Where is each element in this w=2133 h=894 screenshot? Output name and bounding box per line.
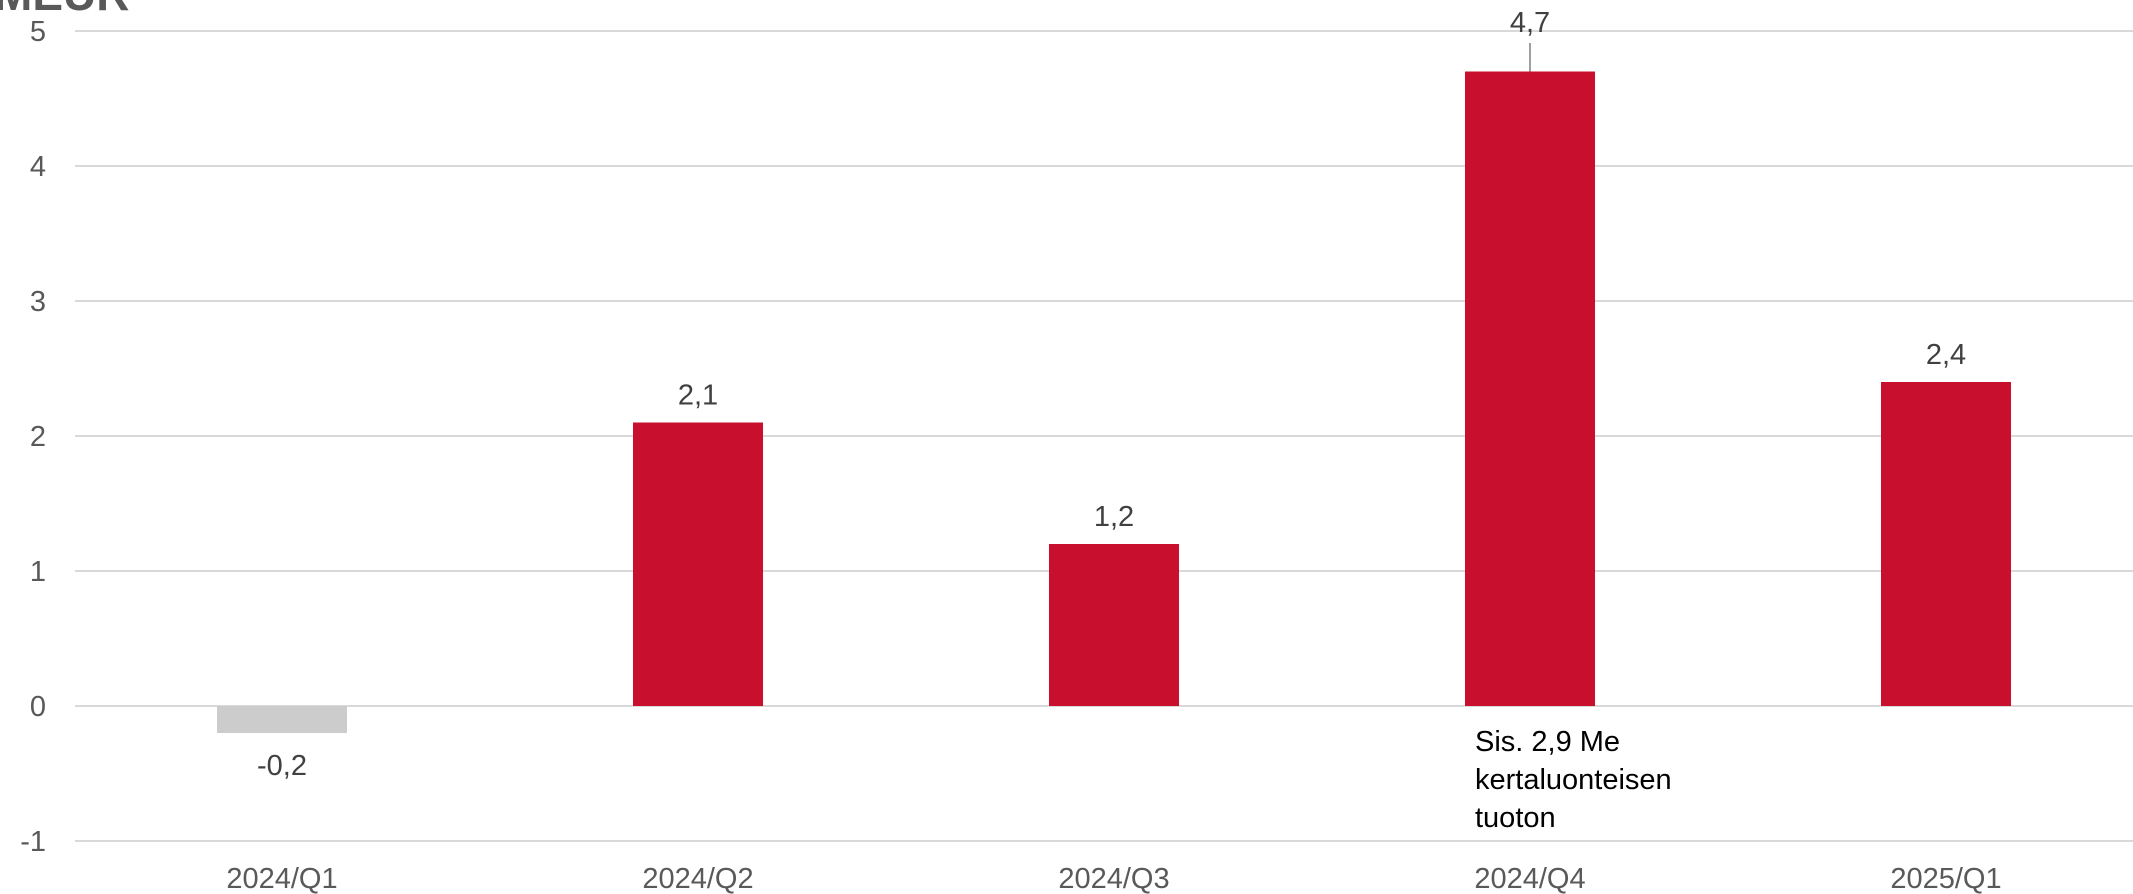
x-axis-category-labels: 2024/Q1 2024/Q2 2024/Q3 2024/Q4 2025/Q1 — [226, 863, 2001, 894]
y-tick-label: 3 — [30, 286, 46, 318]
bar — [1049, 544, 1179, 706]
x-tick-label: 2024/Q4 — [1474, 863, 1585, 894]
x-tick-label: 2025/Q1 — [1890, 863, 2001, 894]
y-tick-label: 1 — [30, 556, 46, 588]
gridlines — [75, 30, 2133, 842]
y-tick-label: 5 — [30, 16, 46, 48]
y-tick-label: 0 — [30, 691, 46, 723]
x-tick-label: 2024/Q2 — [642, 863, 753, 894]
data-label: 1,2 — [1094, 501, 1134, 533]
x-tick-label: 2024/Q1 — [226, 863, 337, 894]
data-labels: -0,2 2,1 1,2 4,7 2,4 — [257, 7, 1966, 782]
bar — [1465, 71, 1595, 706]
y-tick-label: -1 — [20, 826, 46, 858]
y-tick-label: 4 — [30, 151, 46, 183]
bar — [1881, 382, 2011, 706]
data-label: -0,2 — [257, 750, 307, 782]
annotations: Sis. 2,9 Me kertaluonteisen tuoton — [1475, 726, 1672, 834]
data-label: 2,4 — [1926, 339, 1966, 371]
x-tick-label: 2024/Q3 — [1058, 863, 1169, 894]
data-label: 4,7 — [1510, 7, 1550, 39]
bar — [633, 422, 763, 706]
bars — [217, 71, 2011, 733]
annotation-text: Sis. 2,9 Me kertaluonteisen tuoton — [1475, 726, 1672, 834]
chart-title: MEUR — [0, 0, 129, 20]
bar — [217, 706, 347, 733]
y-axis-tick-labels: -1 0 1 2 3 4 5 — [20, 16, 46, 858]
y-tick-label: 2 — [30, 421, 46, 453]
data-label: 2,1 — [678, 380, 718, 412]
